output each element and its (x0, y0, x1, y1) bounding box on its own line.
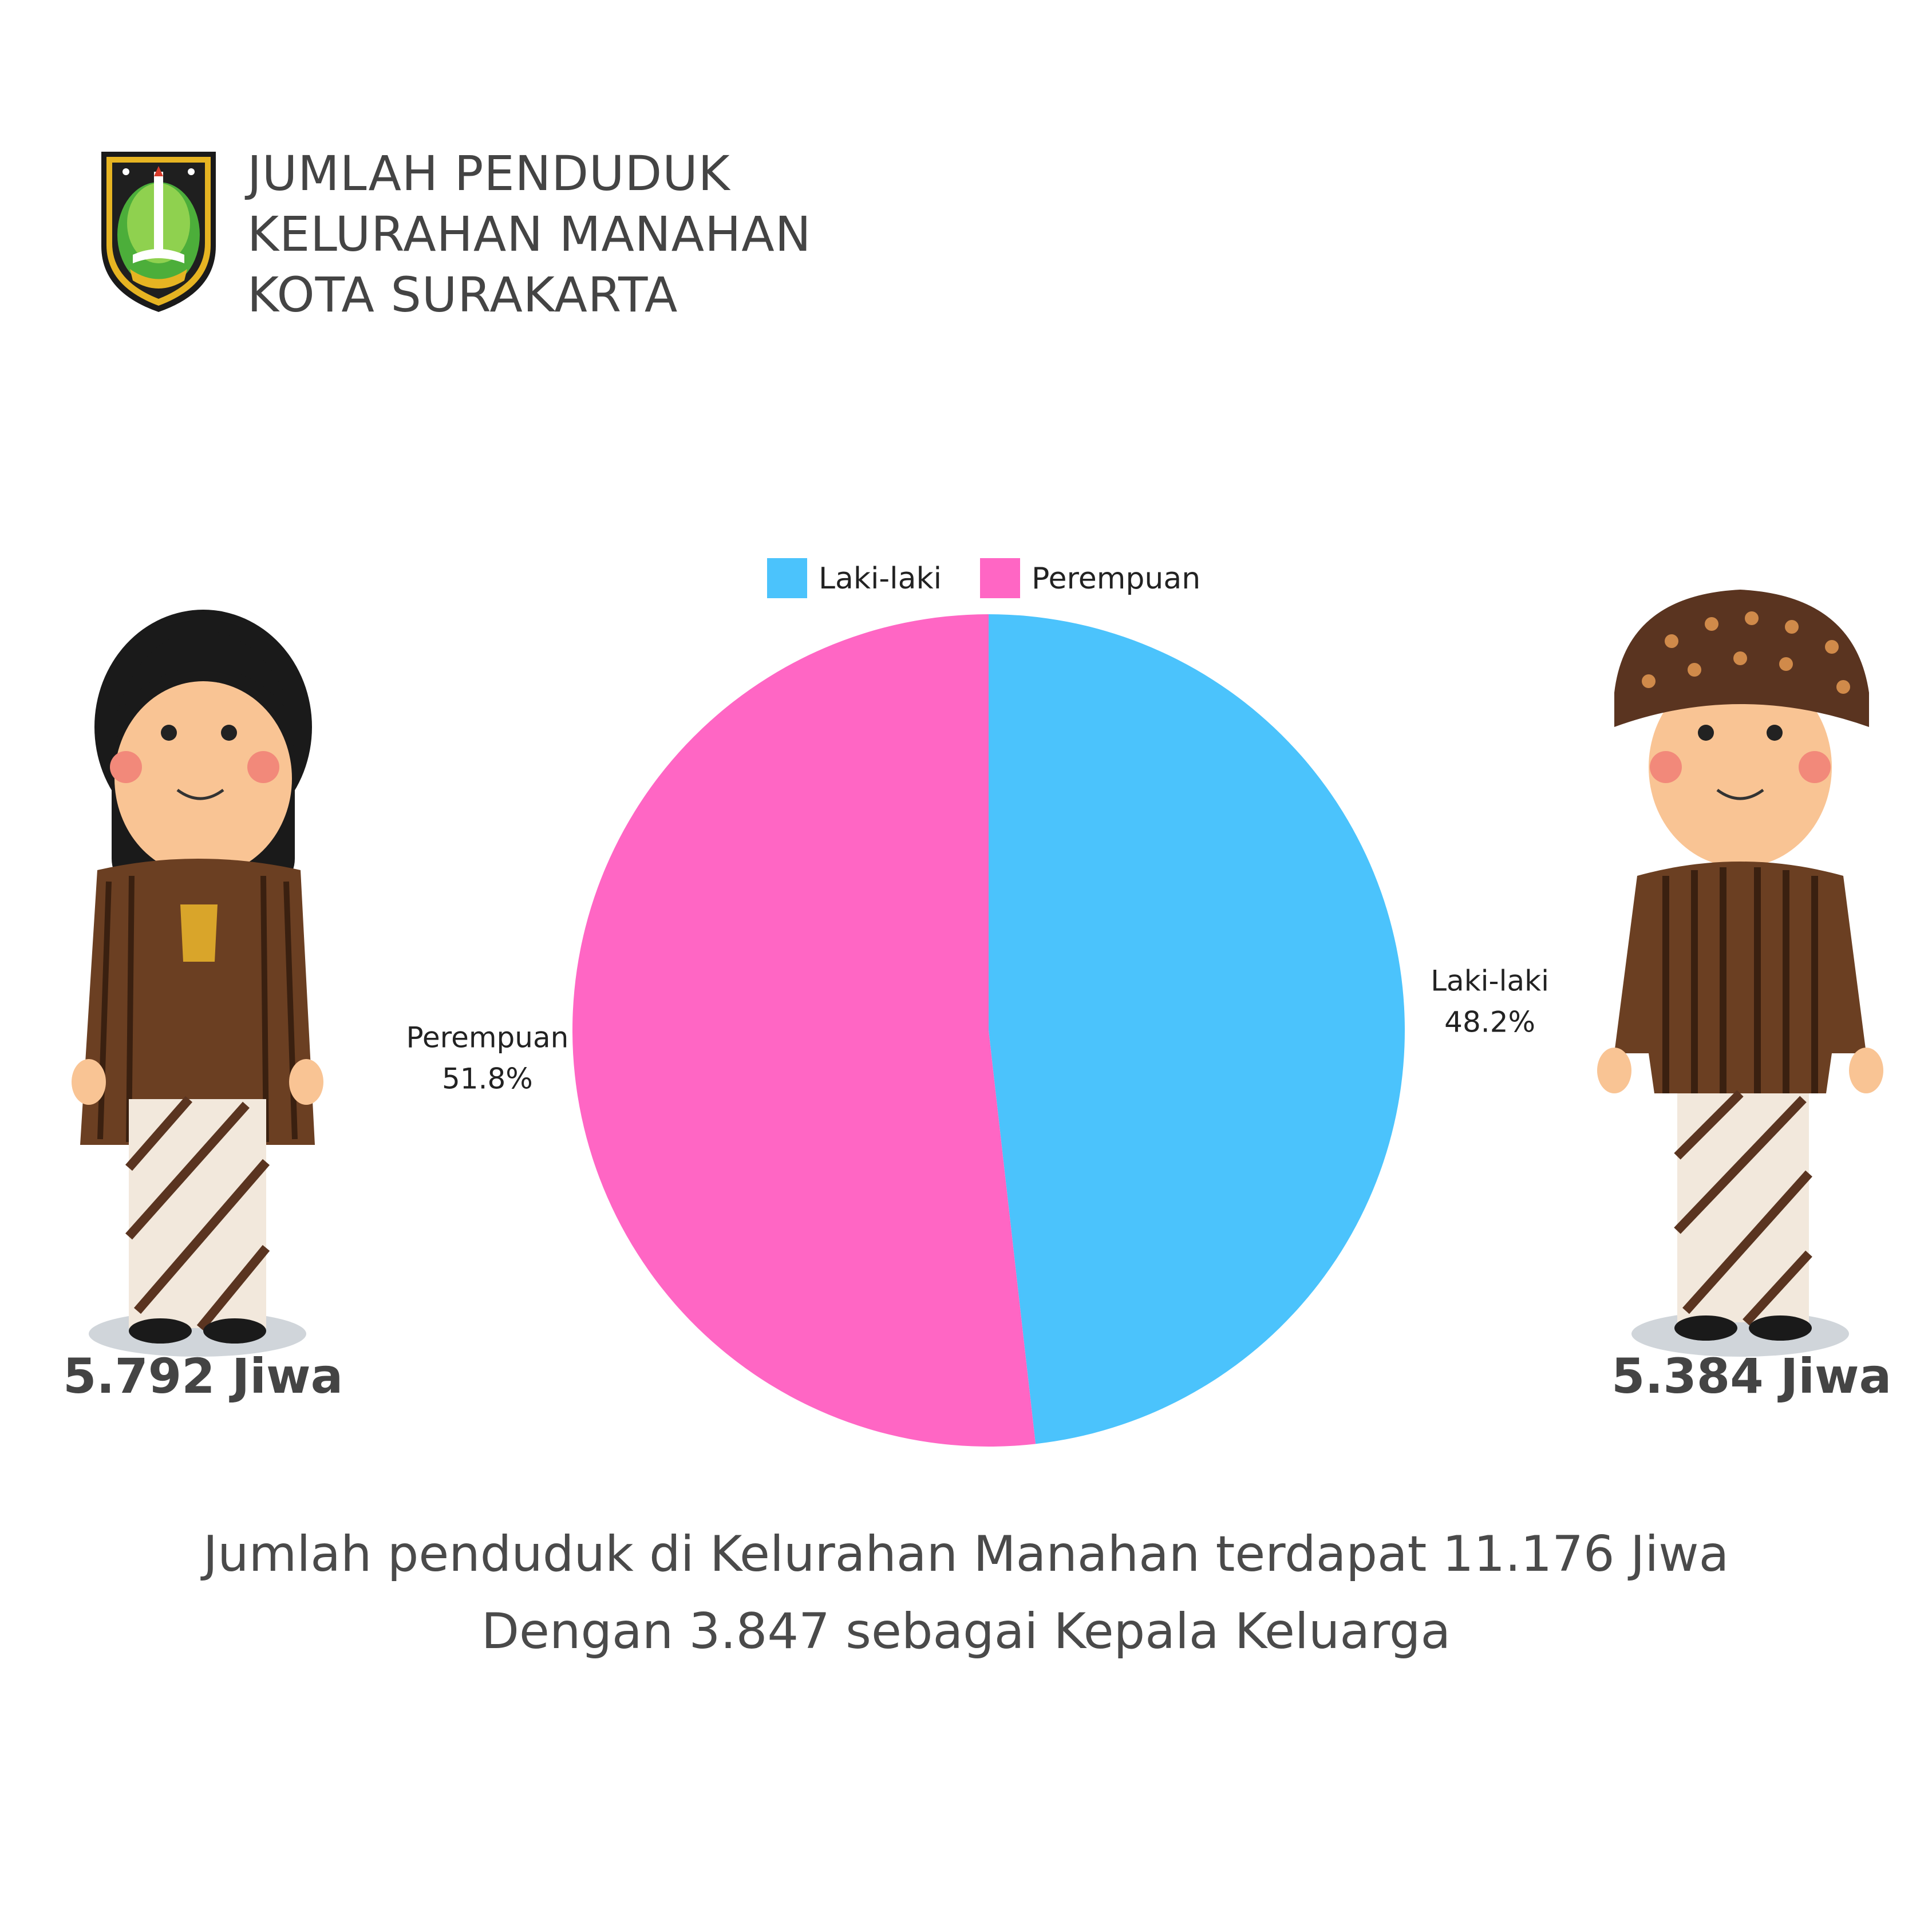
male-count-label: 5.384 Jiwa (1611, 1348, 1892, 1404)
title-line-2: KELURAHAN MANAHAN (247, 206, 812, 262)
slice-name-label: Laki-laki (1431, 964, 1549, 997)
summary-line-2: Dengan 3.847 sebagai Kepala Keluarga (481, 1603, 1451, 1660)
female-count-label: 5.792 Jiwa (63, 1348, 343, 1404)
pie-slice-laki-laki (989, 614, 1405, 1444)
male-javanese-figure-icon (1597, 590, 1883, 1357)
summary-line-1: Jumlah penduduk di Kelurahan Manahan ter… (203, 1526, 1729, 1583)
legend-swatch-laki-laki (767, 558, 807, 598)
page-title: JUMLAH PENDUDUK KELURAHAN MANAHAN KOTA S… (247, 143, 1049, 325)
pie-slices (572, 614, 1405, 1447)
pie-slice-labels: Laki-laki 48.2% Perempuan 51.8% (406, 964, 1548, 1095)
slice-value-label: 51.8% (442, 1062, 533, 1096)
slice-name-label: Perempuan (406, 1021, 568, 1054)
title-line-1: JUMLAH PENDUDUK (247, 145, 730, 202)
legend-label-laki-laki: Laki-laki (819, 562, 942, 596)
surakarta-coat-of-arms-icon (101, 152, 216, 312)
chart-legend: Laki-laki Perempuan (767, 558, 1200, 598)
female-javanese-figure-icon (72, 610, 323, 1357)
legend-label-perempuan: Perempuan (1032, 562, 1200, 596)
slice-value-label: 48.2% (1444, 1005, 1535, 1038)
title-line-3: KOTA SURAKARTA (247, 267, 678, 323)
pie-slice-perempuan (572, 614, 1036, 1447)
legend-swatch-perempuan (980, 558, 1020, 598)
